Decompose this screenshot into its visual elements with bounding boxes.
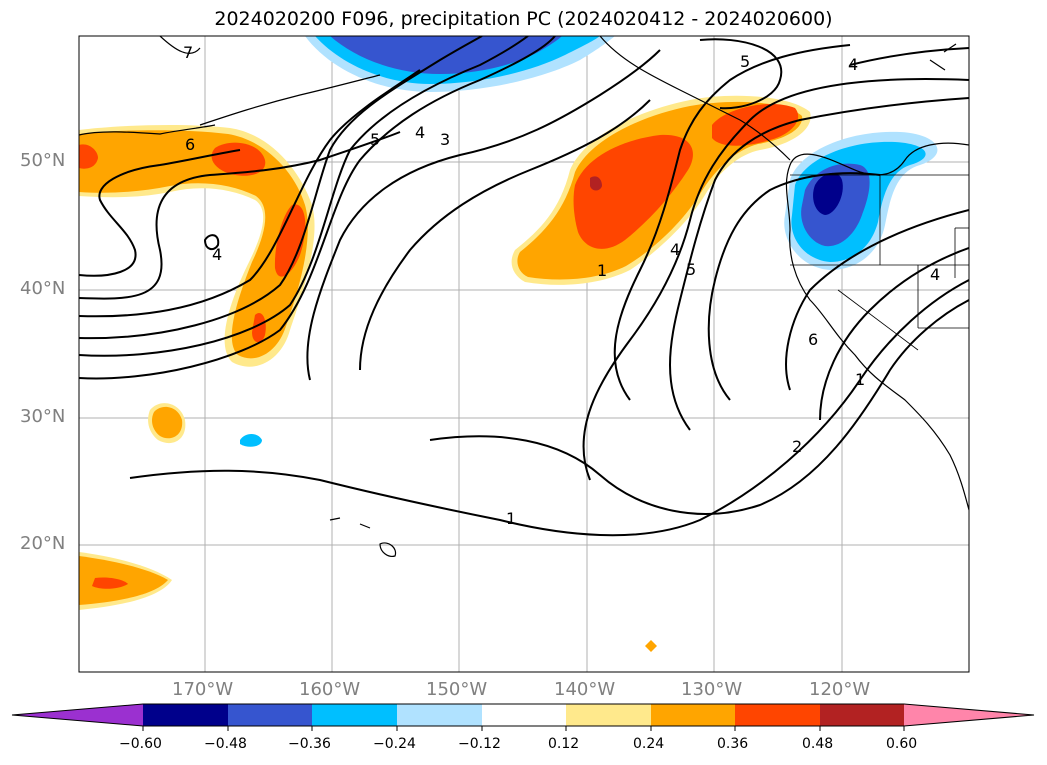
lon-label: 120°W — [809, 679, 871, 700]
colorbar-tick-label: 0.60 — [886, 736, 918, 752]
colorbar-segment — [651, 704, 735, 726]
colorbar-tick-label: −0.48 — [204, 736, 247, 752]
colorbar-segment — [735, 704, 820, 726]
contour-label: 4 — [930, 265, 940, 284]
lat-label: 20°N — [20, 533, 66, 554]
lat-label: 40°N — [20, 278, 66, 299]
contour-label: 7 — [183, 43, 193, 62]
lon-label: 150°W — [426, 679, 488, 700]
colorbar-tick-label: −0.36 — [288, 736, 331, 752]
colorbar-segment — [228, 704, 312, 726]
lon-label: 170°W — [172, 679, 234, 700]
contour-label: 5 — [740, 52, 750, 71]
contours — [79, 36, 969, 537]
positive-anomaly-west — [79, 124, 315, 610]
coastlines — [79, 36, 969, 557]
colorbar-segment — [566, 704, 651, 726]
contour-label: 4 — [212, 245, 222, 264]
lon-label: 140°W — [554, 679, 616, 700]
positive-anomaly-east — [511, 95, 811, 652]
colorbar-tick-label: 0.12 — [548, 736, 580, 752]
contour-label: 6 — [808, 330, 818, 349]
contour-label: 5 — [686, 260, 696, 279]
lon-label: 160°W — [299, 679, 361, 700]
colorbar-max-arrow — [904, 704, 1034, 726]
lat-label: 50°N — [20, 150, 66, 171]
contour-label: 1 — [597, 261, 607, 280]
colorbar-tick-label: 0.48 — [802, 736, 834, 752]
contour-label: 1 — [855, 370, 865, 389]
contour-label: 4 — [670, 240, 680, 259]
contour-label: 5 — [370, 130, 380, 149]
contour-labels: 7 6 5 4 3 1 4 5 1 2 6 5 4 4 1 4 — [183, 43, 940, 528]
colorbar-segment — [143, 704, 228, 726]
colorbar-tick-label: −0.24 — [373, 736, 416, 752]
map-title: 2024020200 F096, precipitation PC (20240… — [214, 8, 833, 30]
colorbar-min-arrow — [12, 704, 143, 726]
lat-label: 30°N — [20, 406, 66, 427]
contour-label: 3 — [440, 130, 450, 149]
contour-label: 4 — [848, 55, 858, 74]
contour-label: 4 — [415, 123, 425, 142]
colorbar-segment — [312, 704, 397, 726]
colorbar-tick-label: −0.12 — [458, 736, 501, 752]
map-frame — [78, 35, 970, 673]
contour-label: 6 — [185, 135, 195, 154]
lon-label: 130°W — [681, 679, 743, 700]
contour-label: 1 — [506, 509, 516, 528]
colorbar-segment — [397, 704, 482, 726]
colorbar — [11, 703, 1035, 731]
contour-label: 2 — [792, 437, 802, 456]
colorbar-tick-label: 0.24 — [633, 736, 665, 752]
colorbar-tick-label: −0.60 — [119, 736, 162, 752]
colorbar-tick-label: 0.36 — [717, 736, 749, 752]
colorbar-segment — [482, 704, 566, 726]
colorbar-segment — [820, 704, 904, 726]
